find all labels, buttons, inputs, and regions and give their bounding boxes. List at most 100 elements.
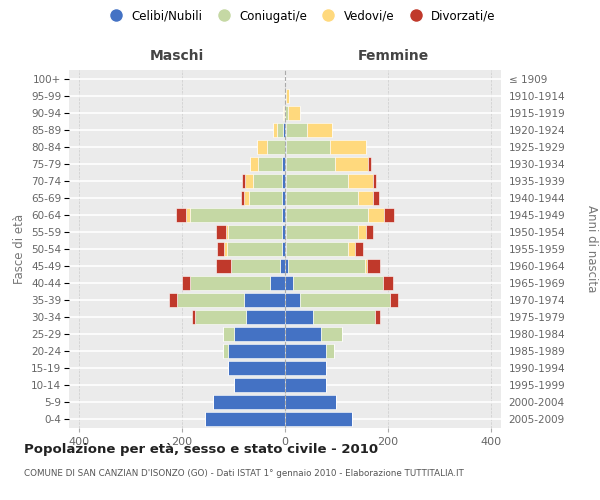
Bar xyxy=(286,242,348,256)
Bar xyxy=(286,122,307,136)
Text: Popolazione per età, sesso e stato civile - 2010: Popolazione per età, sesso e stato civil… xyxy=(24,442,378,456)
Bar xyxy=(283,174,285,188)
Bar xyxy=(367,259,380,273)
Bar xyxy=(182,276,190,290)
Bar xyxy=(283,122,285,136)
Bar xyxy=(285,259,287,273)
Bar xyxy=(313,310,375,324)
Bar xyxy=(250,156,258,170)
Bar xyxy=(335,156,368,170)
Bar xyxy=(233,327,285,341)
Bar xyxy=(229,224,283,238)
Bar xyxy=(285,327,321,341)
Bar xyxy=(283,224,285,238)
Bar xyxy=(348,174,373,188)
Bar xyxy=(287,106,301,120)
Bar xyxy=(383,276,393,290)
Bar xyxy=(257,140,267,153)
Bar xyxy=(285,412,352,426)
Bar xyxy=(277,122,283,136)
Bar xyxy=(286,224,358,238)
Bar xyxy=(285,242,286,256)
Legend: Celibi/Nubili, Coniugati/e, Vedovi/e, Divorzati/e: Celibi/Nubili, Coniugati/e, Vedovi/e, Di… xyxy=(100,5,500,28)
Bar xyxy=(233,378,285,392)
Bar xyxy=(366,224,373,238)
Bar xyxy=(285,140,286,153)
Bar xyxy=(321,327,341,341)
Bar xyxy=(283,190,285,204)
Bar xyxy=(226,224,229,238)
Bar xyxy=(285,310,313,324)
Bar xyxy=(229,344,285,358)
Bar xyxy=(283,106,284,120)
Bar xyxy=(285,88,286,102)
Bar xyxy=(283,156,285,170)
Bar xyxy=(223,344,229,358)
Bar xyxy=(368,208,384,222)
Bar xyxy=(273,122,277,136)
Bar xyxy=(348,242,355,256)
Bar xyxy=(217,242,224,256)
Bar xyxy=(176,208,186,222)
Bar xyxy=(283,242,285,256)
Bar xyxy=(358,224,366,238)
Bar xyxy=(285,276,293,290)
Bar xyxy=(368,156,371,170)
Bar xyxy=(391,293,398,307)
Bar xyxy=(253,174,283,188)
Bar xyxy=(213,395,285,409)
Bar xyxy=(224,242,227,256)
Text: COMUNE DI SAN CANZIAN D'ISONZO (GO) - Dati ISTAT 1° gennaio 2010 - Elaborazione : COMUNE DI SAN CANZIAN D'ISONZO (GO) - Da… xyxy=(24,469,464,478)
Bar xyxy=(285,378,326,392)
Bar xyxy=(190,208,283,222)
Text: Femmine: Femmine xyxy=(358,49,428,63)
Bar xyxy=(280,259,285,273)
Bar xyxy=(242,174,245,188)
Bar xyxy=(286,140,330,153)
Bar xyxy=(286,156,335,170)
Bar xyxy=(286,88,289,102)
Bar xyxy=(186,208,190,222)
Bar xyxy=(190,276,269,290)
Bar xyxy=(286,208,368,222)
Bar xyxy=(244,190,249,204)
Bar xyxy=(285,208,286,222)
Bar xyxy=(330,140,366,153)
Bar xyxy=(285,122,286,136)
Bar xyxy=(249,190,283,204)
Bar xyxy=(215,259,231,273)
Bar xyxy=(241,190,244,204)
Bar xyxy=(215,224,226,238)
Y-axis label: Anni di nascita: Anni di nascita xyxy=(585,205,598,292)
Bar xyxy=(177,293,244,307)
Bar xyxy=(285,224,286,238)
Bar xyxy=(283,208,285,222)
Bar xyxy=(229,361,285,375)
Bar xyxy=(285,293,301,307)
Bar xyxy=(355,242,363,256)
Bar xyxy=(227,242,283,256)
Bar xyxy=(193,310,195,324)
Bar xyxy=(293,276,383,290)
Bar xyxy=(286,174,348,188)
Bar xyxy=(285,344,326,358)
Bar xyxy=(358,190,373,204)
Bar xyxy=(326,344,334,358)
Bar xyxy=(169,293,177,307)
Bar xyxy=(269,276,285,290)
Bar xyxy=(375,310,380,324)
Bar xyxy=(258,156,283,170)
Bar xyxy=(285,395,337,409)
Text: Maschi: Maschi xyxy=(150,49,204,63)
Bar xyxy=(284,106,285,120)
Bar xyxy=(195,310,247,324)
Bar xyxy=(285,190,286,204)
Bar xyxy=(285,174,286,188)
Bar xyxy=(244,293,285,307)
Bar xyxy=(247,310,285,324)
Bar xyxy=(365,259,367,273)
Bar xyxy=(267,140,285,153)
Bar xyxy=(205,412,285,426)
Bar xyxy=(307,122,332,136)
Bar xyxy=(384,208,394,222)
